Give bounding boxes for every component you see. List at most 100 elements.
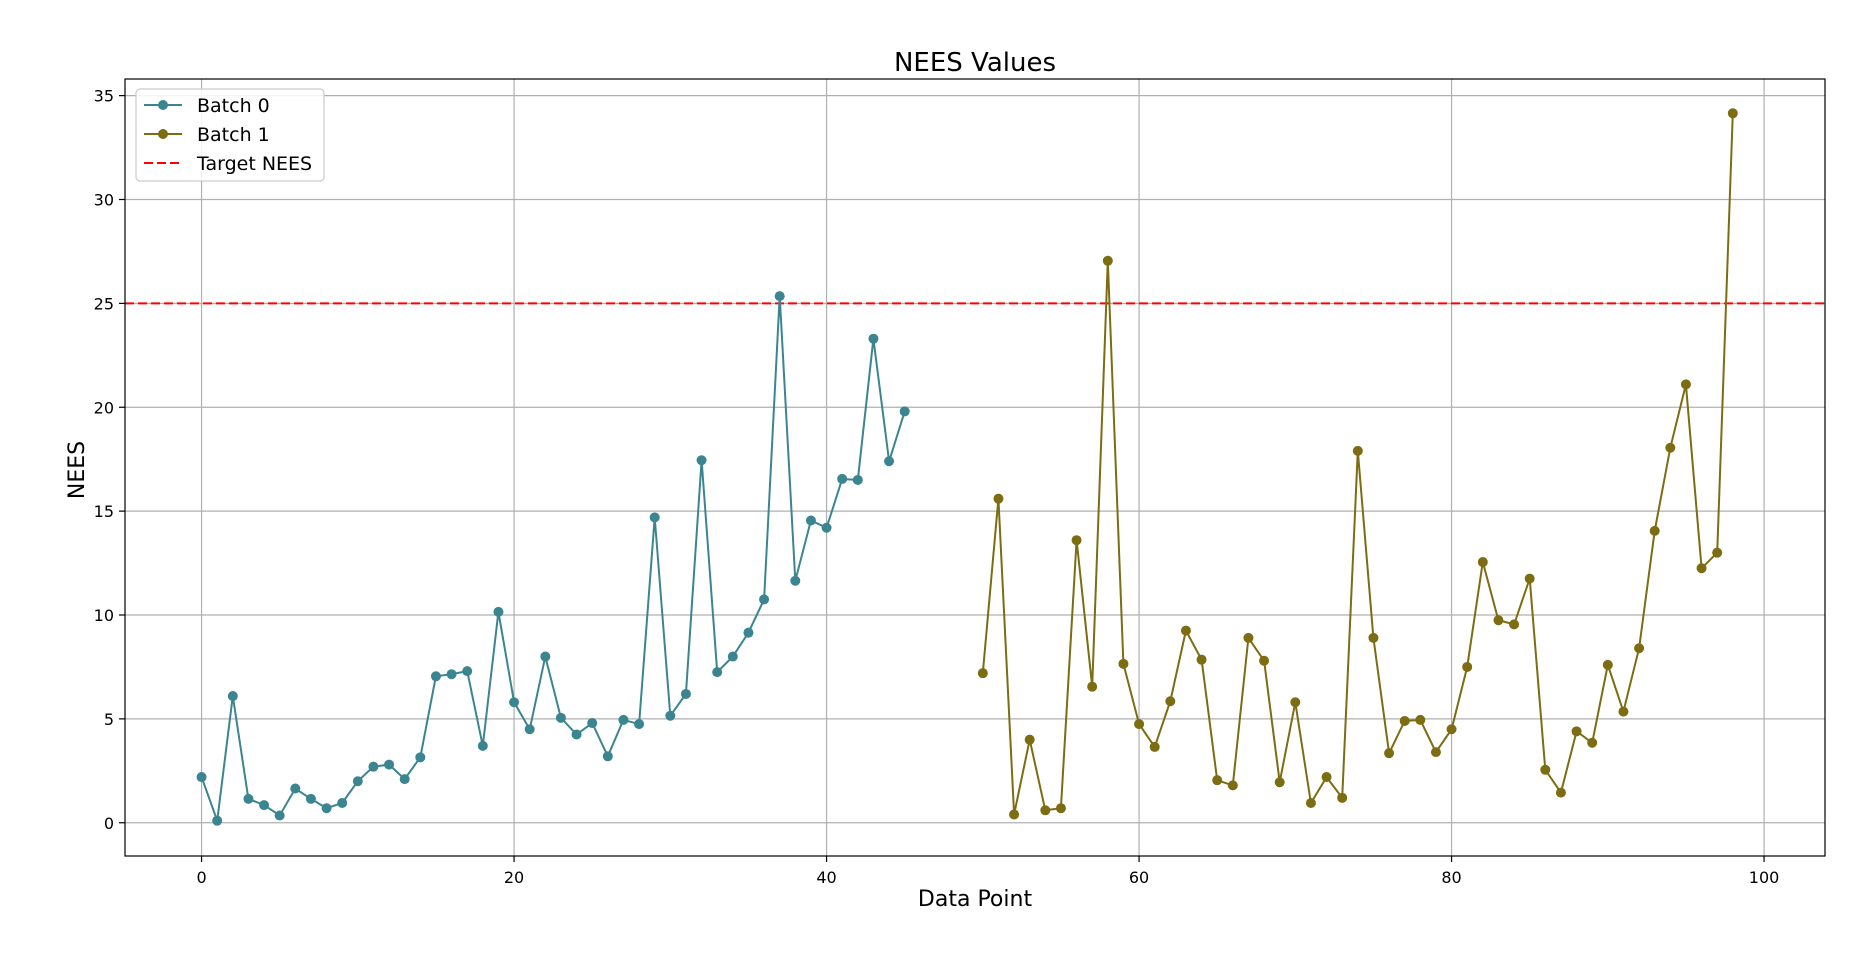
data-point — [821, 522, 832, 533]
x-tick-label: 100 — [1749, 868, 1780, 887]
data-point — [290, 783, 301, 794]
data-point — [993, 493, 1004, 504]
x-tick-label: 20 — [504, 868, 524, 887]
data-point — [555, 712, 566, 723]
data-point — [1493, 615, 1504, 626]
data-point — [1243, 632, 1254, 643]
data-point — [1477, 557, 1488, 568]
grid — [125, 79, 1825, 856]
x-tick-label: 80 — [1441, 868, 1461, 887]
data-point — [540, 651, 551, 662]
data-point — [1415, 714, 1426, 725]
y-tick-label: 10 — [94, 606, 114, 625]
data-point — [1571, 726, 1582, 737]
data-point — [1368, 632, 1379, 643]
data-point — [1680, 379, 1691, 390]
data-point — [837, 473, 848, 484]
y-tick-label: 35 — [94, 87, 114, 106]
data-point — [587, 718, 598, 729]
data-point — [899, 406, 910, 417]
series-layer — [196, 108, 1738, 826]
data-point — [1087, 681, 1098, 692]
x-tick-label: 60 — [1129, 868, 1149, 887]
data-point — [1602, 659, 1613, 670]
data-point — [634, 719, 645, 730]
data-point — [384, 759, 395, 770]
data-point — [415, 752, 426, 763]
series-batch-1 — [977, 108, 1738, 820]
data-point — [1227, 780, 1238, 791]
y-tick-label: 15 — [94, 502, 114, 521]
legend-label: Batch 1 — [197, 124, 270, 146]
y-tick-label: 30 — [94, 190, 114, 209]
data-point — [1118, 658, 1129, 669]
legend-label: Batch 0 — [197, 95, 270, 117]
legend-swatch-marker — [158, 100, 168, 110]
data-point — [805, 515, 816, 526]
data-point — [696, 455, 707, 466]
data-point — [852, 474, 863, 485]
data-point — [1712, 547, 1723, 558]
data-point — [524, 724, 535, 735]
axis-ticks: 0 20 40 60 80 100 0 5 10 15 20 25 30 35 — [94, 87, 1780, 887]
y-tick-label: 20 — [94, 398, 114, 417]
data-point — [1321, 772, 1332, 783]
y-axis-label: NEES — [65, 441, 90, 499]
data-point — [712, 667, 723, 678]
y-tick-label: 25 — [94, 294, 114, 313]
data-point — [321, 803, 332, 814]
data-point — [259, 800, 270, 811]
data-point — [1727, 108, 1738, 119]
data-point — [1649, 525, 1660, 536]
data-point — [1009, 809, 1020, 820]
data-point — [680, 688, 691, 699]
data-point — [1274, 777, 1285, 788]
data-point — [493, 606, 504, 617]
data-point — [743, 627, 754, 638]
data-point — [602, 751, 613, 762]
data-point — [462, 666, 473, 677]
data-point — [1430, 747, 1441, 758]
data-point — [430, 671, 441, 682]
data-point — [1665, 442, 1676, 453]
data-point — [1634, 643, 1645, 654]
data-point — [399, 774, 410, 785]
data-point — [212, 815, 223, 826]
data-point — [477, 740, 488, 751]
data-point — [571, 729, 582, 740]
y-tick-label: 0 — [104, 814, 114, 833]
data-point — [1399, 715, 1410, 726]
data-point — [1290, 697, 1301, 708]
data-point — [1555, 787, 1566, 798]
data-point — [274, 810, 285, 821]
data-point — [759, 594, 770, 605]
series-batch-0 — [196, 291, 910, 826]
data-point — [337, 798, 348, 809]
data-point — [727, 651, 738, 662]
data-point — [977, 668, 988, 679]
data-point — [1212, 775, 1223, 786]
series-line — [200, 296, 906, 822]
y-tick-label: 5 — [104, 710, 114, 729]
data-point — [446, 669, 457, 680]
data-point — [1352, 445, 1363, 456]
data-point — [868, 333, 879, 344]
data-point — [227, 691, 238, 702]
data-point — [1055, 803, 1066, 814]
data-point — [1149, 741, 1160, 752]
data-point — [1384, 748, 1395, 759]
data-point — [305, 793, 316, 804]
data-point — [790, 575, 801, 586]
data-point — [1196, 654, 1207, 665]
data-point — [618, 714, 629, 725]
data-point — [1587, 737, 1598, 748]
data-point — [509, 697, 520, 708]
data-point — [665, 710, 676, 721]
x-tick-label: 0 — [196, 868, 206, 887]
data-point — [243, 793, 254, 804]
data-point — [368, 761, 379, 772]
data-point — [1540, 764, 1551, 775]
data-point — [1446, 724, 1457, 735]
data-point — [1024, 734, 1035, 745]
chart-title: NEES Values — [894, 48, 1056, 78]
